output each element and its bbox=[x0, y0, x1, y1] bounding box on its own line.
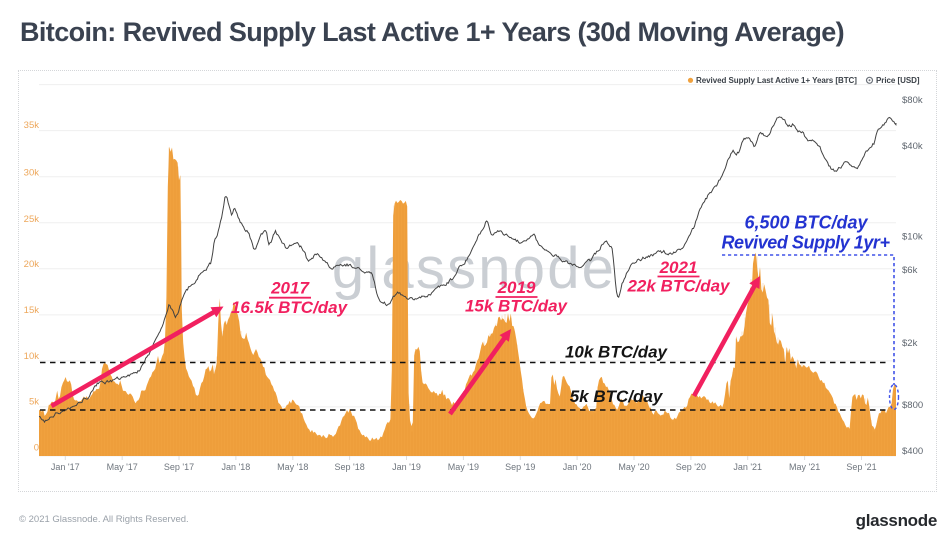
svg-text:Sep '17: Sep '17 bbox=[164, 462, 194, 472]
svg-text:2021: 2021 bbox=[659, 258, 698, 277]
svg-text:16.5k BTC/day: 16.5k BTC/day bbox=[231, 298, 349, 317]
svg-text:0: 0 bbox=[34, 443, 39, 454]
svg-text:$40k: $40k bbox=[902, 141, 923, 152]
svg-text:30k: 30k bbox=[24, 168, 40, 179]
svg-text:Sep '20: Sep '20 bbox=[676, 462, 706, 472]
svg-text:Jan '21: Jan '21 bbox=[733, 462, 762, 472]
svg-text:$6k: $6k bbox=[902, 265, 918, 276]
svg-text:Revived Supply Last Active 1+: Revived Supply Last Active 1+ Years [BTC… bbox=[696, 76, 857, 85]
svg-text:Jan '17: Jan '17 bbox=[51, 462, 80, 472]
svg-text:May '21: May '21 bbox=[789, 462, 820, 472]
svg-text:May '18: May '18 bbox=[277, 462, 308, 472]
svg-text:20k: 20k bbox=[24, 259, 40, 270]
svg-text:$10k: $10k bbox=[902, 232, 923, 243]
svg-text:22k BTC/day: 22k BTC/day bbox=[626, 277, 731, 296]
svg-text:Revived Supply 1yr+: Revived Supply 1yr+ bbox=[721, 233, 890, 253]
svg-text:Jan '20: Jan '20 bbox=[563, 462, 592, 472]
svg-text:6,500 BTC/day: 6,500 BTC/day bbox=[744, 213, 868, 233]
svg-text:10k BTC/day: 10k BTC/day bbox=[565, 343, 669, 362]
svg-text:15k: 15k bbox=[24, 305, 40, 316]
svg-text:May '20: May '20 bbox=[618, 462, 649, 472]
svg-text:10k: 10k bbox=[24, 351, 40, 362]
svg-text:$400: $400 bbox=[902, 446, 923, 457]
svg-text:5k: 5k bbox=[29, 397, 39, 408]
svg-text:May '19: May '19 bbox=[448, 462, 479, 472]
svg-text:$80k: $80k bbox=[902, 95, 923, 106]
svg-text:Jan '19: Jan '19 bbox=[392, 462, 421, 472]
svg-text:5k BTC/day: 5k BTC/day bbox=[570, 387, 664, 406]
svg-text:15k BTC/day: 15k BTC/day bbox=[465, 297, 569, 316]
svg-text:$2k: $2k bbox=[902, 338, 918, 349]
svg-text:35k: 35k bbox=[24, 120, 40, 131]
svg-text:Price [USD]: Price [USD] bbox=[876, 76, 920, 85]
svg-text:Sep '18: Sep '18 bbox=[334, 462, 364, 472]
svg-text:Sep '21: Sep '21 bbox=[846, 462, 876, 472]
svg-text:2019: 2019 bbox=[497, 278, 536, 297]
svg-text:Sep '19: Sep '19 bbox=[505, 462, 535, 472]
svg-text:Jan '18: Jan '18 bbox=[222, 462, 251, 472]
svg-text:May '17: May '17 bbox=[107, 462, 138, 472]
svg-text:2017: 2017 bbox=[270, 279, 310, 298]
svg-text:25k: 25k bbox=[24, 214, 40, 225]
svg-text:$800: $800 bbox=[902, 400, 923, 411]
